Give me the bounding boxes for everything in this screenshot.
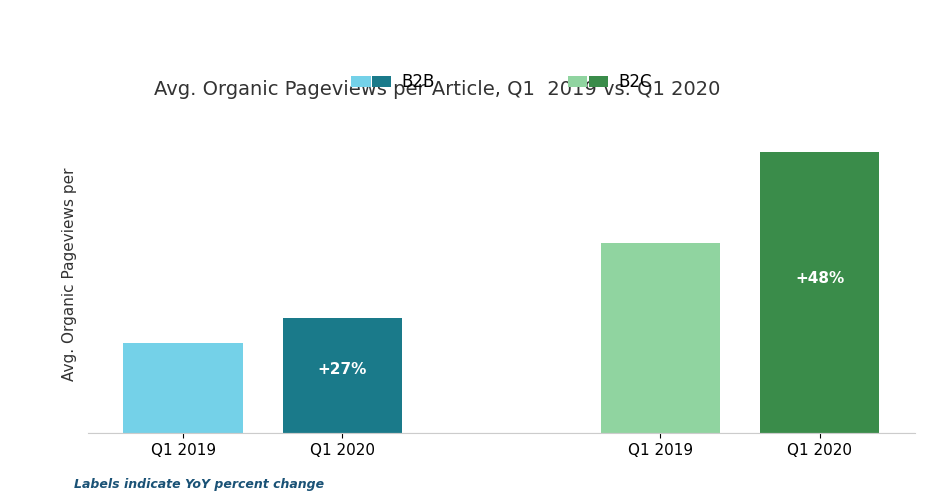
Text: Avg. Organic Pageviews per Article, Q1  2019 vs. Q1 2020: Avg. Organic Pageviews per Article, Q1 2… <box>153 80 720 99</box>
Legend: B2B, B2C: B2B, B2C <box>344 67 658 98</box>
Y-axis label: Avg. Organic Pageviews per: Avg. Organic Pageviews per <box>61 168 76 381</box>
Text: +48%: +48% <box>795 271 844 286</box>
Bar <box>760 152 879 433</box>
Bar <box>124 343 243 433</box>
Text: Labels indicate YoY percent change: Labels indicate YoY percent change <box>74 478 325 491</box>
Bar <box>283 318 402 433</box>
Text: +27%: +27% <box>317 363 366 377</box>
Bar <box>601 243 720 433</box>
